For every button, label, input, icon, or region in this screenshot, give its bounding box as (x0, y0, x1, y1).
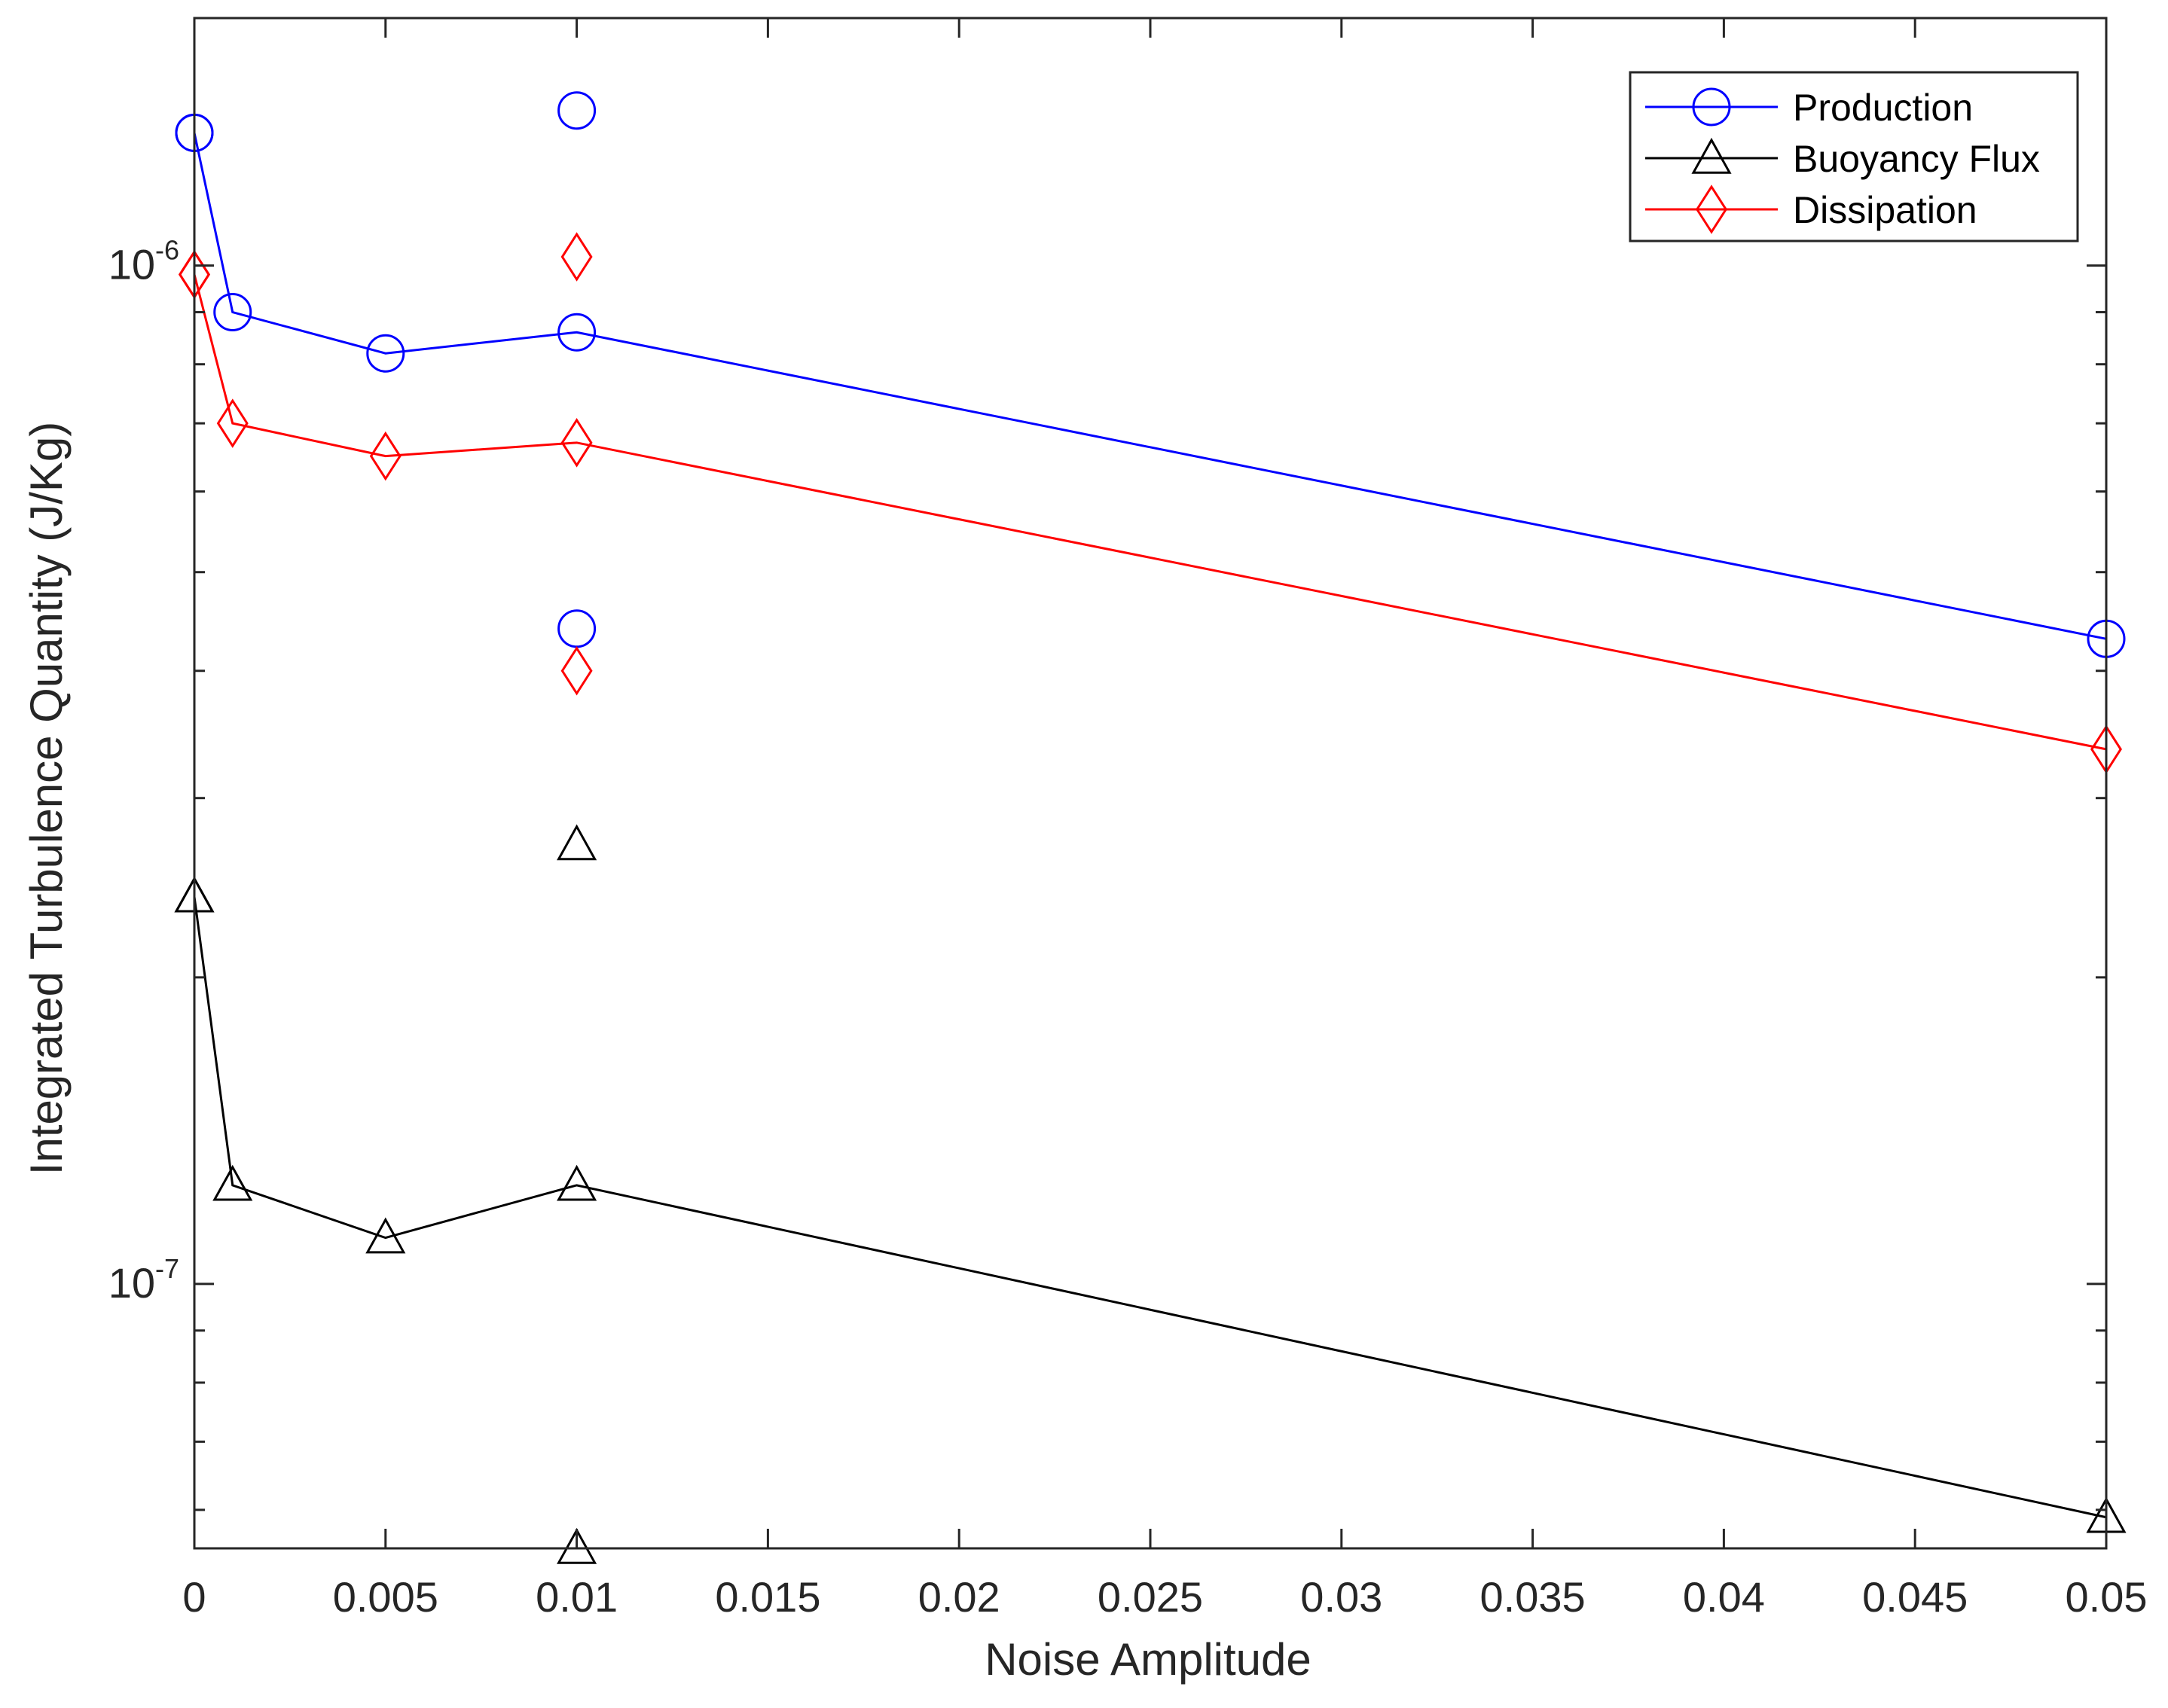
x-axis-label: Noise Amplitude (985, 1634, 1311, 1685)
legend-item: Dissipation (1645, 185, 1977, 234)
x-tick-label: 0.025 (1098, 1573, 1203, 1621)
x-tick-label: 0.02 (918, 1573, 1000, 1621)
axes-layer: 0 0.005 0.01 0.015 0.02 0.025 0.03 0.035 0.04 0.0… (108, 17, 2148, 1621)
x-tick-label: 0.045 (1862, 1573, 1968, 1621)
plot-background (194, 18, 2106, 1548)
legend-box (1629, 71, 2079, 242)
x-tick-label: 0.03 (1300, 1573, 1382, 1621)
triangle-marker (365, 1217, 406, 1254)
circle-marker (557, 91, 597, 130)
legend-label: Dissipation (1793, 189, 1977, 231)
triangle-marker (557, 1164, 597, 1201)
diamond-marker (216, 398, 249, 448)
legend-label: Production (1793, 87, 1973, 129)
legend-item: Buoyancy Flux (1645, 137, 2040, 180)
circle-marker (557, 313, 597, 352)
x-tick-label: 0.015 (715, 1573, 820, 1621)
x-tick-label: 0.04 (1683, 1573, 1765, 1621)
legend-triangle-marker (1691, 137, 1732, 174)
diamond-marker (560, 645, 593, 696)
triangle-marker (212, 1164, 253, 1201)
triangle-marker (557, 824, 597, 861)
series-line (193, 896, 2107, 1519)
legend-diamond-marker (1696, 185, 1727, 234)
series-line (193, 274, 2107, 751)
y-axis-label: Integrated Turbulence Quantity (J/Kg) (21, 422, 72, 1176)
x-tick-label: 0 (182, 1573, 206, 1621)
legend-circle-marker (1692, 87, 1731, 127)
triangle-marker (557, 1527, 597, 1564)
circle-marker (213, 293, 252, 332)
x-tick-label: 0.035 (1480, 1573, 1586, 1621)
x-tick-label: 0.05 (2066, 1573, 2148, 1621)
legend-item: Production (1645, 87, 1973, 129)
legend: Production Buoyancy Flux Dissipation (1629, 71, 2079, 242)
x-tick-label: 0.01 (536, 1573, 618, 1621)
legend-label: Buoyancy Flux (1793, 138, 2040, 180)
diamond-marker (560, 232, 593, 282)
diamond-marker (560, 418, 593, 468)
diamond-marker (369, 431, 402, 481)
series-line (193, 133, 2107, 640)
x-tick-label: 0.005 (333, 1573, 438, 1621)
plot-area (194, 18, 2106, 1548)
y-tick-label: 10-7 (108, 1253, 179, 1307)
y-tick-label: 10-6 (108, 235, 179, 288)
circle-marker (366, 334, 405, 373)
